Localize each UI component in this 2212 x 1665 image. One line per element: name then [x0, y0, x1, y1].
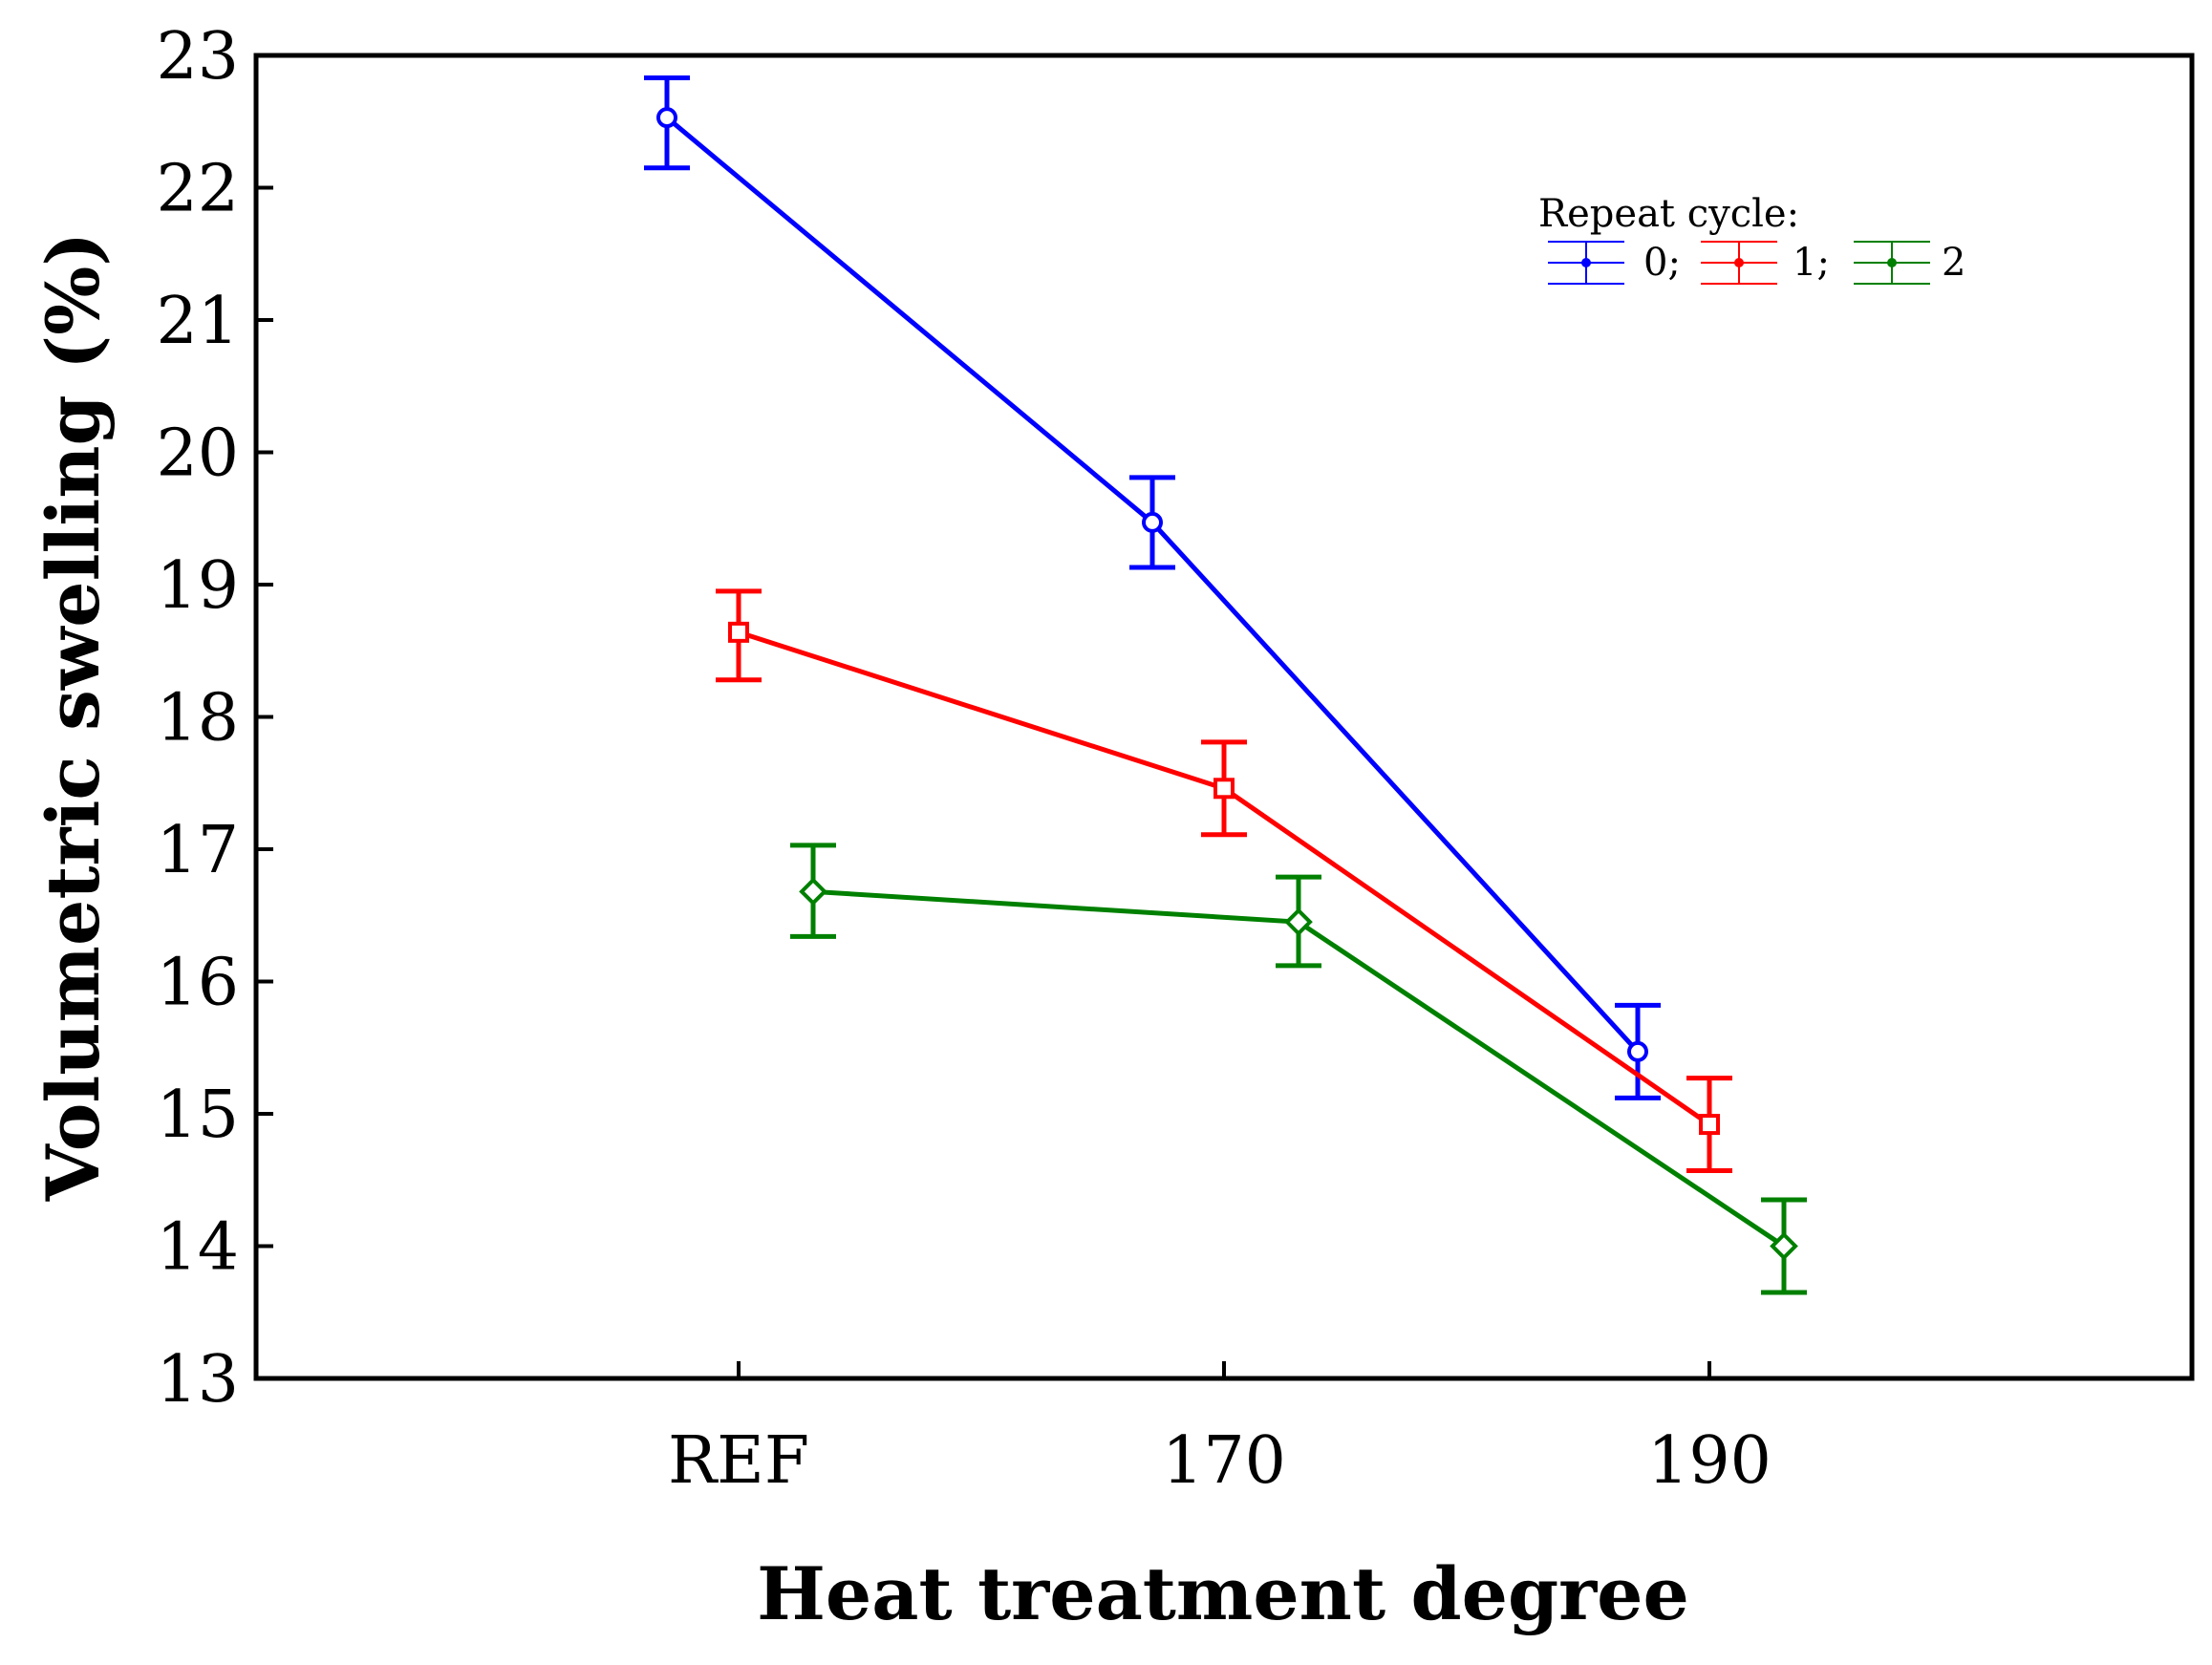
- legend-swatch-dot: [1581, 258, 1591, 267]
- series-1: [716, 588, 1732, 1174]
- data-point-marker: [1213, 778, 1235, 800]
- y-tick-label: 22: [156, 152, 239, 227]
- y-tick-label: 17: [156, 813, 239, 888]
- y-tick-label: 23: [156, 19, 239, 95]
- legend-label: 1;: [1793, 241, 1830, 285]
- data-point-marker: [728, 621, 749, 643]
- series-2: [790, 843, 1807, 1295]
- data-point-marker: [1627, 1040, 1648, 1062]
- plot-frame: [253, 53, 2195, 1381]
- legend-label: 2: [1942, 241, 1965, 285]
- data-point-marker: [1770, 1231, 1798, 1261]
- data-point-marker: [1142, 511, 1163, 533]
- y-axis: 13 14 15 16 17 18 19 20 21 22 23: [156, 19, 273, 1418]
- series-0: [644, 75, 1661, 1100]
- y-tick-label: 18: [156, 681, 239, 757]
- data-point-marker: [1699, 1114, 1720, 1136]
- data-point-marker: [799, 877, 827, 907]
- legend-title: Repeat cycle:: [1538, 192, 1799, 236]
- legend: Repeat cycle: 0; 1; 2: [1538, 192, 1965, 285]
- legend-entry-1: 1;: [1701, 241, 1830, 285]
- y-tick-label: 20: [156, 416, 239, 492]
- x-tick-label: 170: [1162, 1423, 1286, 1499]
- y-axis-title: Volumetric swelling (%): [31, 232, 116, 1203]
- x-tick-label: 190: [1647, 1423, 1772, 1499]
- y-tick-label: 15: [156, 1078, 239, 1153]
- legend-entry-0: 0;: [1548, 241, 1681, 285]
- legend-swatch-dot: [1734, 258, 1744, 267]
- y-tick-label: 21: [156, 284, 239, 359]
- data-point-marker: [656, 107, 677, 129]
- y-tick-label: 19: [156, 548, 239, 624]
- y-tick-label: 13: [156, 1342, 239, 1418]
- x-axis-title: Heat treatment degree: [757, 1551, 1689, 1636]
- series-line: [738, 630, 1711, 1127]
- legend-swatch-dot: [1887, 258, 1897, 267]
- y-tick-label: 16: [156, 946, 239, 1021]
- x-tick-label: REF: [668, 1423, 809, 1499]
- y-tick-label: 14: [156, 1210, 239, 1286]
- legend-label: 0;: [1643, 241, 1681, 285]
- data-point-marker: [1284, 907, 1313, 937]
- series-layer: [644, 75, 1807, 1295]
- x-axis: REF 170 190: [668, 1361, 1772, 1499]
- legend-entry-2: 2: [1854, 241, 1965, 285]
